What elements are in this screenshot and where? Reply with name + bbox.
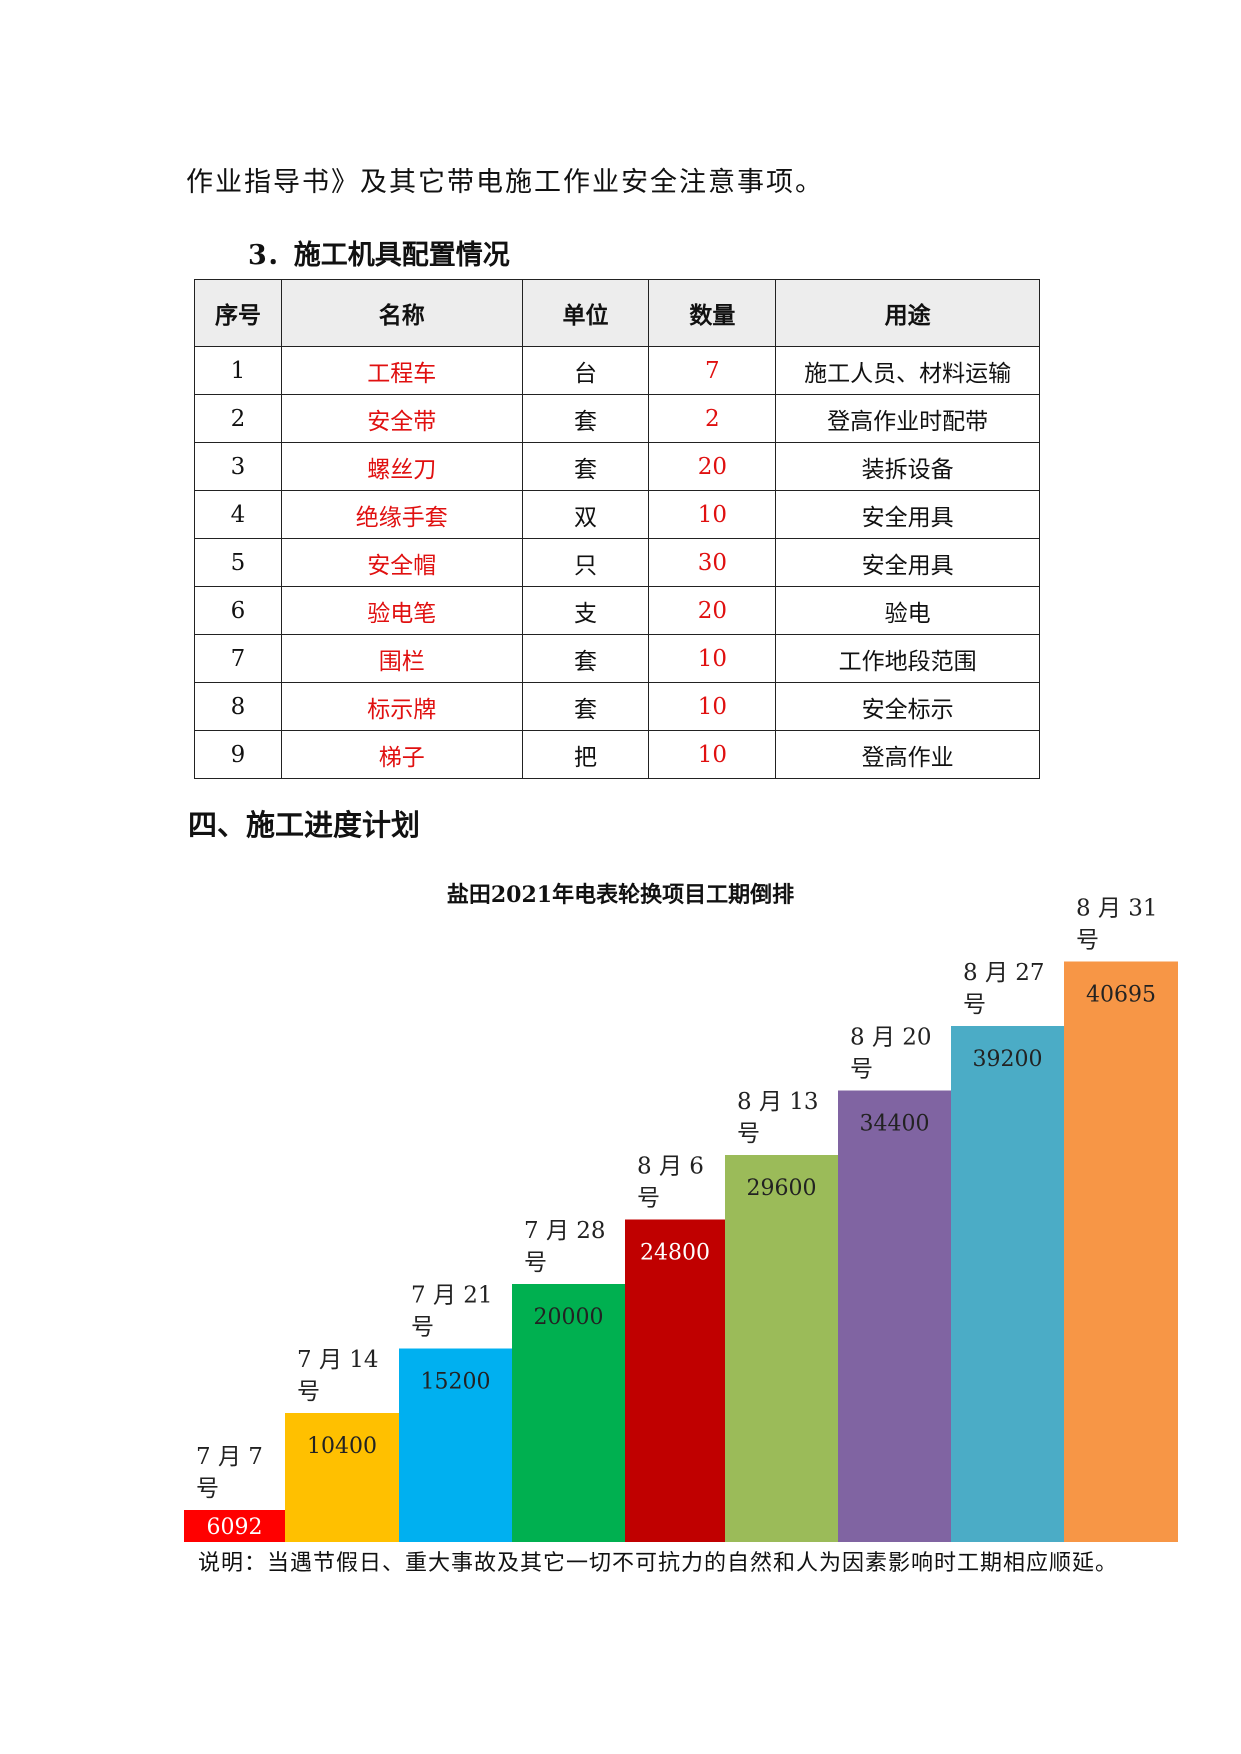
category-label-3-line-2: 号 xyxy=(411,1315,434,1341)
category-label-2-line-2: 号 xyxy=(297,1379,320,1405)
header-purpose: 用途 xyxy=(775,279,1040,347)
cell-index: 3 xyxy=(194,442,282,491)
cell-purpose: 安全用具 xyxy=(775,490,1040,539)
cell-purpose: 登高作业时配带 xyxy=(775,394,1040,443)
value-label-1: 6092 xyxy=(207,1515,263,1540)
note-text: 说明：当遇节假日、重大事故及其它一切不可抗力的自然和人为因素影响时工期相应顺延。 xyxy=(198,1551,1119,1576)
cell-purpose: 验电 xyxy=(775,586,1040,635)
category-label-4-line-2: 号 xyxy=(524,1250,547,1276)
cell-quantity: 10 xyxy=(648,730,777,779)
bar-9 xyxy=(1064,961,1178,1542)
cell-index: 8 xyxy=(194,682,282,731)
value-label-5: 24800 xyxy=(640,1241,710,1266)
cell-purpose: 安全用具 xyxy=(775,538,1040,587)
category-label-5-line-2: 号 xyxy=(637,1186,660,1212)
table-row: 3 螺丝刀 套 20 装拆设备 xyxy=(194,442,1040,491)
cell-quantity: 10 xyxy=(648,634,777,683)
table-row: 6 验电笔 支 20 验电 xyxy=(194,586,1040,635)
cell-quantity: 7 xyxy=(648,346,777,395)
category-label-6-line-2: 号 xyxy=(737,1121,760,1147)
cell-name: 验电笔 xyxy=(280,586,523,635)
cell-unit: 套 xyxy=(521,442,650,491)
category-label-6-line-1: 8 月 13 xyxy=(737,1089,819,1115)
cell-name: 绝缘手套 xyxy=(280,490,523,539)
cell-index: 4 xyxy=(194,490,282,539)
category-label-9-line-2: 号 xyxy=(1076,928,1099,954)
bar-4 xyxy=(512,1284,625,1542)
bar-1 xyxy=(184,1510,285,1542)
cell-quantity: 20 xyxy=(648,442,777,491)
category-label-7-line-2: 号 xyxy=(850,1057,873,1083)
category-label-4-line-1: 7 月 28 xyxy=(524,1218,606,1244)
cell-quantity: 10 xyxy=(648,490,777,539)
cell-name: 梯子 xyxy=(280,730,523,779)
bar-5 xyxy=(625,1219,725,1542)
subsection-title: 3．施工机具配置情况 xyxy=(248,240,510,271)
cell-name: 标示牌 xyxy=(280,682,523,731)
bar-6 xyxy=(725,1155,838,1542)
cell-quantity: 2 xyxy=(648,394,777,443)
table-row: 7 围栏 套 10 工作地段范围 xyxy=(194,634,1040,683)
section-title: 四、施工进度计划 xyxy=(188,808,421,842)
table-row: 8 标示牌 套 10 安全标示 xyxy=(194,682,1040,731)
value-label-9: 40695 xyxy=(1086,983,1156,1008)
cell-unit: 套 xyxy=(521,682,650,731)
table-row: 2 安全带 套 2 登高作业时配带 xyxy=(194,394,1040,443)
value-label-2: 10400 xyxy=(307,1434,377,1459)
value-label-8: 39200 xyxy=(973,1047,1043,1072)
cell-name: 螺丝刀 xyxy=(280,442,523,491)
header-name: 名称 xyxy=(280,279,523,347)
table-row: 1 工程车 台 7 施工人员、材料运输 xyxy=(194,346,1040,395)
value-label-6: 29600 xyxy=(747,1176,817,1201)
cell-unit: 把 xyxy=(521,730,650,779)
bar-7 xyxy=(838,1090,951,1542)
intro-paragraph: 作业指导书》及其它带电施工作业安全注意事项。 xyxy=(186,167,824,198)
cell-unit: 支 xyxy=(521,586,650,635)
category-label-9-line-1: 8 月 31 xyxy=(1076,896,1158,922)
bar-2 xyxy=(285,1413,399,1542)
category-label-1-line-1: 7 月 7 xyxy=(196,1444,263,1470)
cell-name: 安全带 xyxy=(280,394,523,443)
cell-quantity: 20 xyxy=(648,586,777,635)
cell-index: 5 xyxy=(194,538,282,587)
category-label-5-line-1: 8 月 6 xyxy=(637,1154,704,1180)
cell-purpose: 安全标示 xyxy=(775,682,1040,731)
category-label-8-line-2: 号 xyxy=(963,992,986,1018)
cell-purpose: 装拆设备 xyxy=(775,442,1040,491)
category-label-3-line-1: 7 月 21 xyxy=(411,1283,493,1309)
cell-purpose: 登高作业 xyxy=(775,730,1040,779)
bar-8 xyxy=(951,1026,1064,1542)
table-row: 5 安全帽 只 30 安全用具 xyxy=(194,538,1040,587)
table-header-row: 序号 名称 单位 数量 用途 xyxy=(194,279,1040,347)
chart-title: 盐田2021年电表轮换项目工期倒排 xyxy=(446,882,795,908)
cell-index: 2 xyxy=(194,394,282,443)
cell-name: 围栏 xyxy=(280,634,523,683)
value-label-3: 15200 xyxy=(421,1370,491,1395)
category-label-1-line-2: 号 xyxy=(196,1476,219,1502)
bar-3 xyxy=(399,1348,512,1542)
cell-purpose: 施工人员、材料运输 xyxy=(775,346,1040,395)
cell-purpose: 工作地段范围 xyxy=(775,634,1040,683)
category-label-7-line-1: 8 月 20 xyxy=(850,1025,932,1051)
table-row: 9 梯子 把 10 登高作业 xyxy=(194,730,1040,779)
value-label-7: 34400 xyxy=(860,1112,930,1137)
category-label-8-line-1: 8 月 27 xyxy=(963,960,1045,986)
cell-index: 1 xyxy=(194,346,282,395)
header-index: 序号 xyxy=(194,279,282,347)
value-label-4: 20000 xyxy=(534,1305,604,1330)
cell-index: 9 xyxy=(194,730,282,779)
table-row: 4 绝缘手套 双 10 安全用具 xyxy=(194,490,1040,539)
equipment-table: 序号 名称 单位 数量 用途 1 工程车 台 7 施工人员、材料运输 2 安全带… xyxy=(194,279,1040,779)
category-label-2-line-1: 7 月 14 xyxy=(297,1347,379,1373)
cell-name: 工程车 xyxy=(280,346,523,395)
cell-unit: 台 xyxy=(521,346,650,395)
cell-quantity: 30 xyxy=(648,538,777,587)
